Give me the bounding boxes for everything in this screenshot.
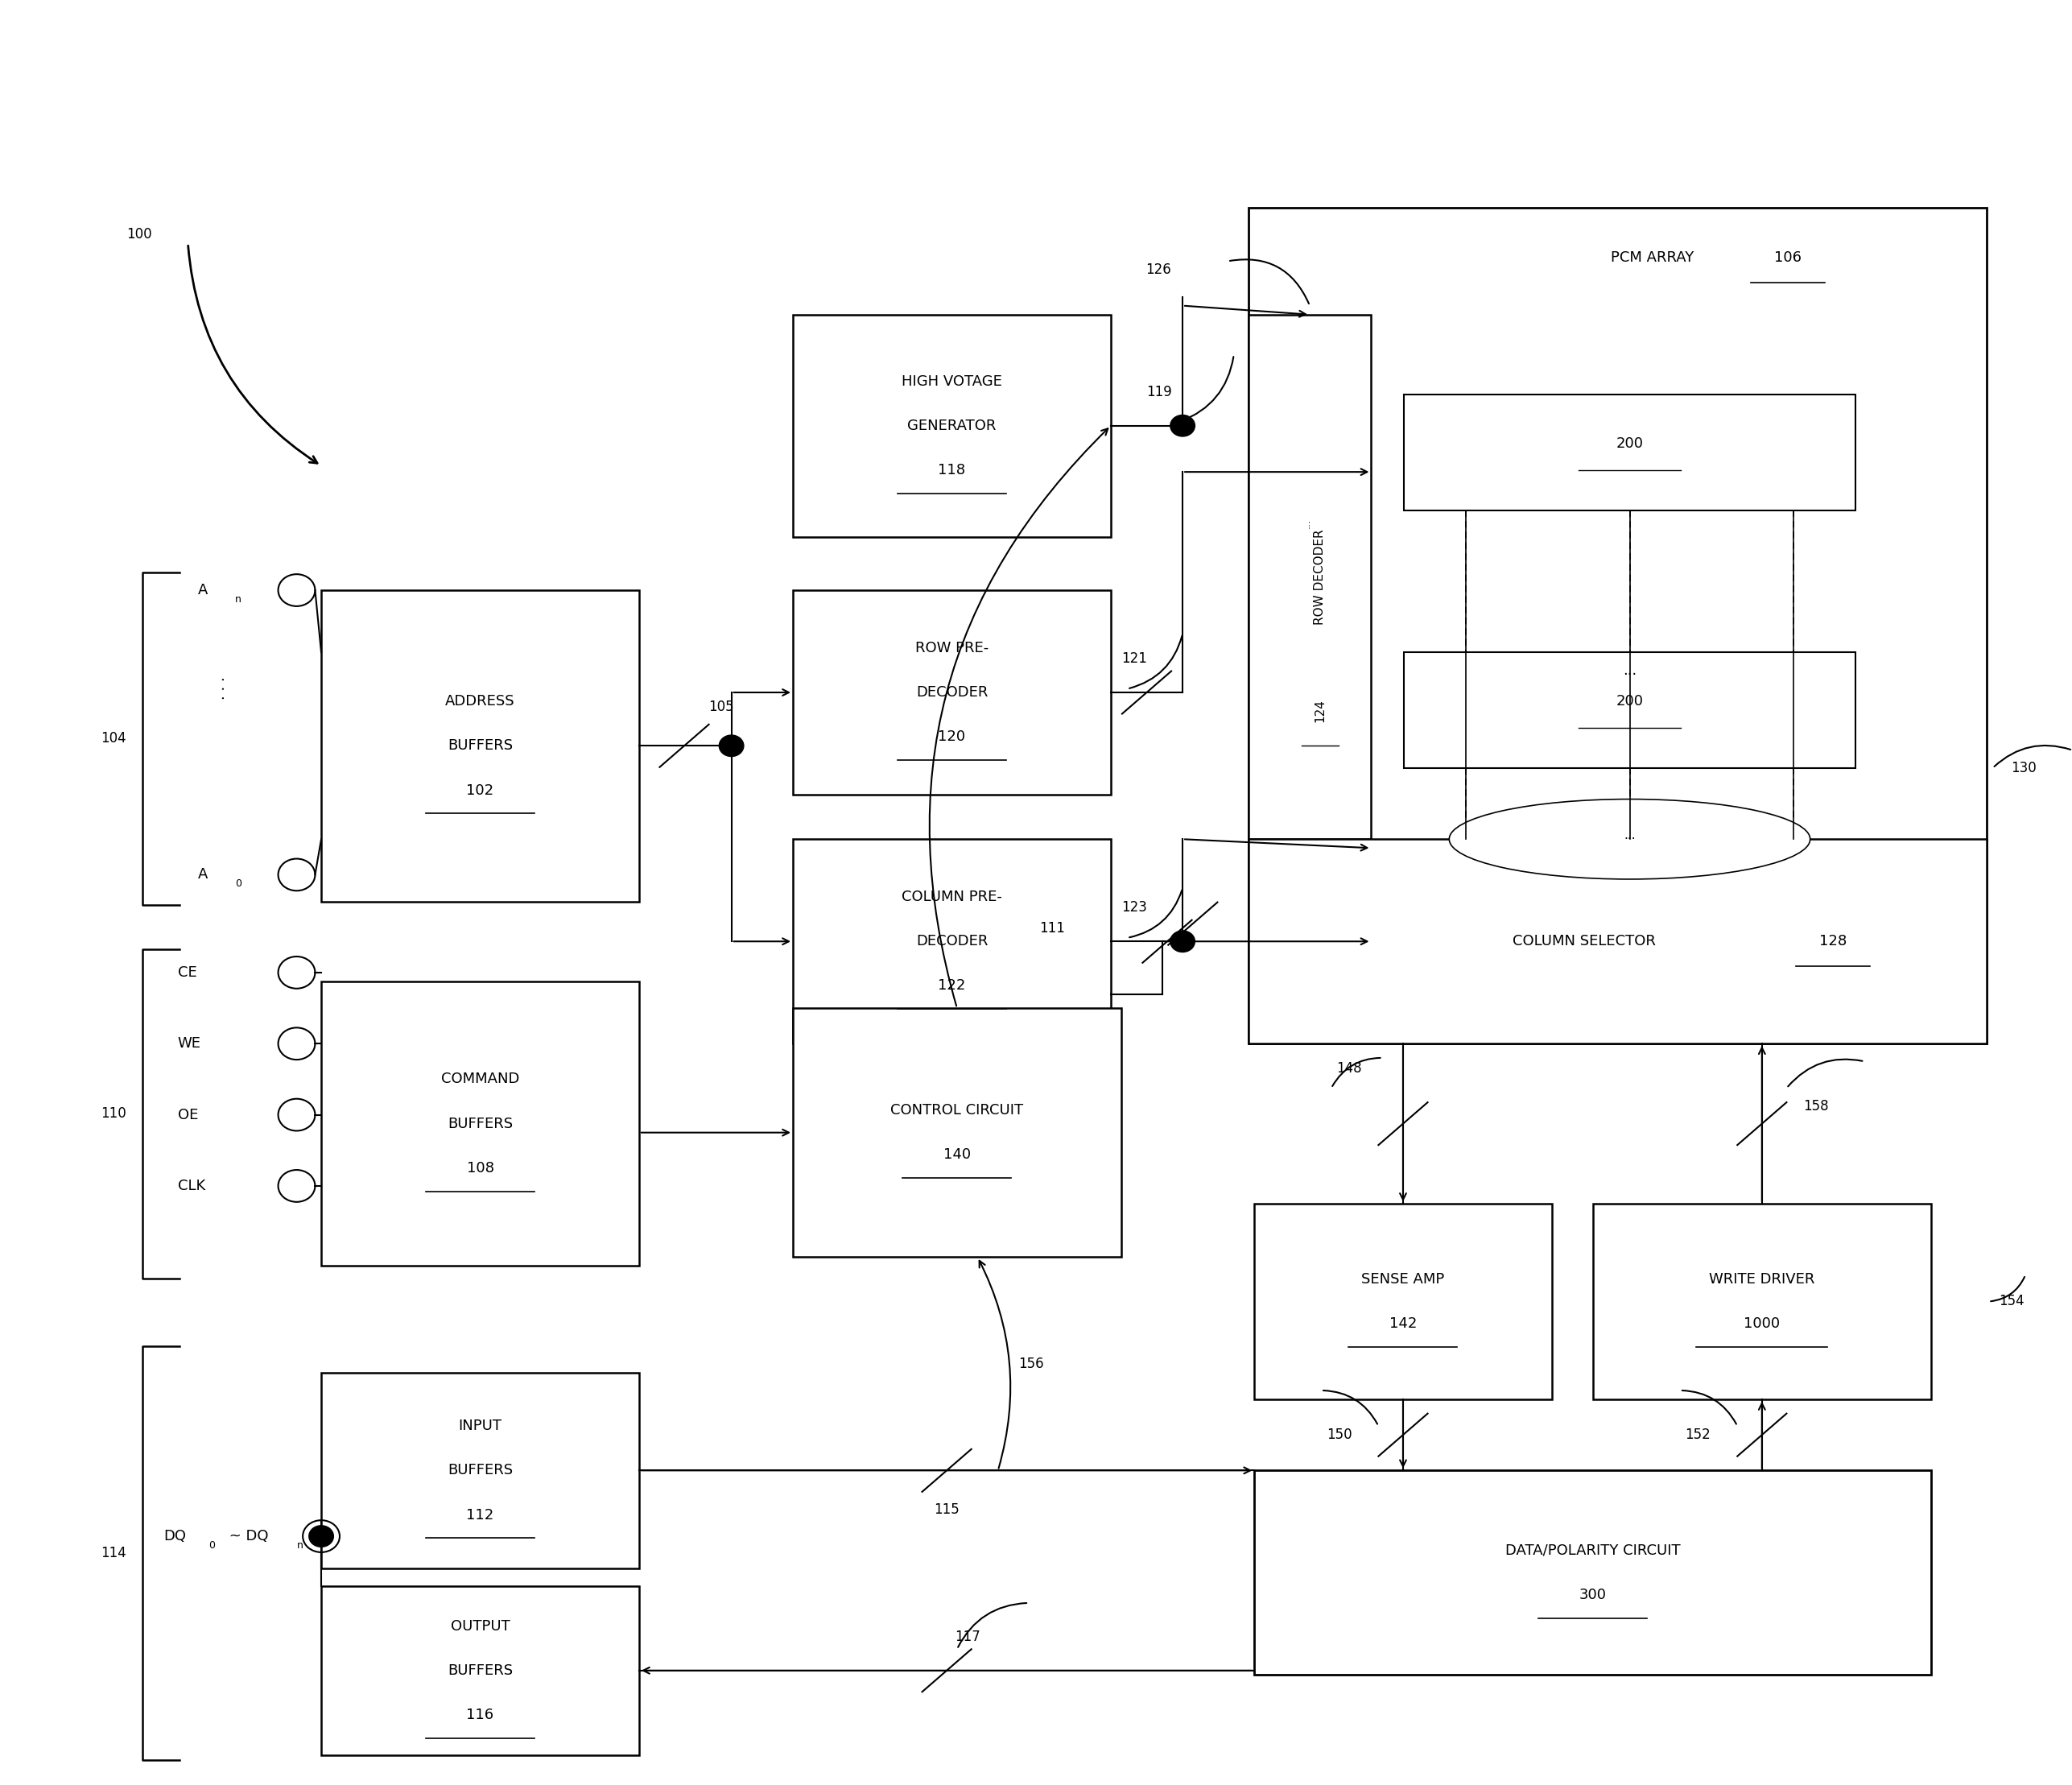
Text: 102: 102: [466, 784, 493, 798]
Text: 112: 112: [466, 1508, 493, 1523]
Text: COLUMN SELECTOR: COLUMN SELECTOR: [1513, 934, 1660, 948]
Text: ROW PRE-: ROW PRE-: [916, 641, 988, 655]
FancyBboxPatch shape: [1254, 1203, 1552, 1399]
FancyBboxPatch shape: [321, 1373, 638, 1569]
Text: 128: 128: [1819, 934, 1846, 948]
Text: DATA/POLARITY CIRCUIT: DATA/POLARITY CIRCUIT: [1504, 1544, 1680, 1558]
Text: 158: 158: [1803, 1098, 1828, 1114]
FancyBboxPatch shape: [1254, 1471, 1931, 1674]
Circle shape: [1171, 930, 1196, 951]
Text: WRITE DRIVER: WRITE DRIVER: [1709, 1273, 1815, 1287]
Text: 0: 0: [209, 1540, 215, 1551]
Text: 115: 115: [934, 1503, 959, 1517]
FancyBboxPatch shape: [1247, 314, 1372, 839]
Text: 110: 110: [102, 1107, 126, 1121]
FancyBboxPatch shape: [1405, 653, 1854, 768]
FancyBboxPatch shape: [321, 982, 638, 1266]
FancyBboxPatch shape: [794, 839, 1111, 1044]
Text: 123: 123: [1121, 900, 1146, 914]
Text: 120: 120: [939, 730, 966, 744]
Text: ROW DECODER: ROW DECODER: [1314, 528, 1326, 625]
FancyBboxPatch shape: [321, 591, 638, 901]
Text: 106: 106: [1774, 250, 1801, 264]
Text: BUFFERS: BUFFERS: [448, 1664, 514, 1678]
Text: COLUMN PRE-: COLUMN PRE-: [901, 889, 1003, 905]
Text: 104: 104: [102, 732, 126, 746]
Text: 130: 130: [2012, 760, 2037, 775]
Text: CONTROL CIRCUIT: CONTROL CIRCUIT: [891, 1103, 1024, 1117]
Text: ···: ···: [1624, 834, 1635, 844]
Text: 122: 122: [939, 978, 966, 992]
Text: BUFFERS: BUFFERS: [448, 739, 514, 753]
Text: ~ DQ: ~ DQ: [226, 1530, 269, 1544]
Text: 142: 142: [1388, 1317, 1417, 1332]
FancyBboxPatch shape: [1405, 394, 1854, 511]
Text: 154: 154: [1999, 1294, 2024, 1308]
Text: 152: 152: [1685, 1428, 1711, 1442]
Text: 150: 150: [1326, 1428, 1351, 1442]
Text: DQ: DQ: [164, 1530, 186, 1544]
Text: DECODER: DECODER: [916, 934, 988, 948]
Text: 111: 111: [1038, 921, 1065, 935]
Text: n: n: [296, 1540, 303, 1551]
Text: HIGH VOTAGE: HIGH VOTAGE: [901, 375, 1003, 389]
Text: 200: 200: [1616, 694, 1643, 709]
Text: INPUT: INPUT: [458, 1419, 501, 1433]
FancyBboxPatch shape: [794, 591, 1111, 794]
Text: SENSE AMP: SENSE AMP: [1361, 1273, 1444, 1287]
Text: n: n: [234, 594, 242, 605]
Circle shape: [1171, 416, 1196, 436]
Text: ADDRESS: ADDRESS: [445, 694, 516, 709]
Text: CE: CE: [178, 966, 197, 980]
FancyBboxPatch shape: [1593, 1203, 1931, 1399]
Text: 119: 119: [1146, 384, 1173, 400]
FancyBboxPatch shape: [794, 314, 1111, 537]
Text: BUFFERS: BUFFERS: [448, 1116, 514, 1132]
Ellipse shape: [1448, 800, 1811, 880]
Text: 121: 121: [1121, 652, 1146, 666]
Text: 124: 124: [1314, 698, 1326, 721]
Text: A: A: [199, 584, 207, 598]
Text: CLK: CLK: [178, 1178, 205, 1192]
Text: 1000: 1000: [1745, 1317, 1780, 1332]
Text: 140: 140: [943, 1148, 970, 1162]
Text: COMMAND: COMMAND: [441, 1073, 520, 1087]
Text: 100: 100: [126, 227, 151, 241]
Text: GENERATOR: GENERATOR: [908, 418, 997, 434]
Text: 117: 117: [955, 1630, 980, 1644]
Text: 156: 156: [1019, 1357, 1044, 1371]
FancyBboxPatch shape: [1247, 839, 1987, 1044]
Text: A: A: [199, 868, 207, 882]
Text: 148: 148: [1336, 1062, 1361, 1076]
Text: 300: 300: [1579, 1587, 1606, 1603]
Text: BUFFERS: BUFFERS: [448, 1464, 514, 1478]
Text: 126: 126: [1146, 262, 1171, 277]
Text: PCM ARRAY: PCM ARRAY: [1610, 250, 1699, 264]
Text: 108: 108: [466, 1160, 493, 1175]
FancyBboxPatch shape: [321, 1587, 638, 1755]
Text: 0: 0: [234, 878, 242, 889]
Text: ···: ···: [1622, 668, 1637, 682]
Text: 105: 105: [709, 700, 733, 714]
Circle shape: [719, 735, 744, 757]
FancyBboxPatch shape: [1247, 207, 1987, 1044]
Text: 118: 118: [939, 462, 966, 477]
Text: 200: 200: [1616, 436, 1643, 452]
Text: OUTPUT: OUTPUT: [450, 1619, 510, 1633]
Text: 116: 116: [466, 1708, 493, 1723]
Circle shape: [309, 1526, 334, 1548]
Text: OE: OE: [178, 1107, 199, 1123]
Text: DECODER: DECODER: [916, 685, 988, 700]
FancyBboxPatch shape: [794, 1009, 1121, 1257]
Text: · · ·: · · ·: [218, 677, 232, 700]
Text: WE: WE: [178, 1037, 201, 1051]
Text: ···: ···: [1305, 519, 1316, 528]
Text: 114: 114: [102, 1546, 126, 1560]
